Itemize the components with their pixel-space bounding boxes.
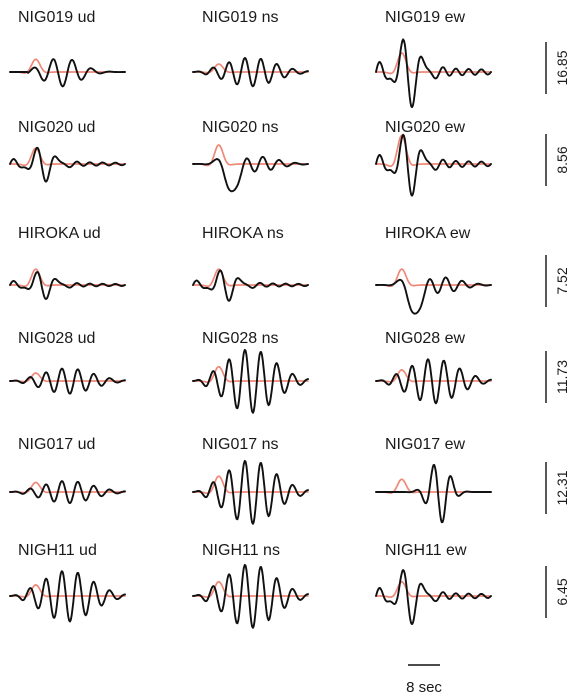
observed-trace xyxy=(9,570,126,623)
waveform-panel: NIG017 ns xyxy=(192,436,309,525)
synthetic-trace xyxy=(375,478,492,494)
observed-trace xyxy=(9,367,126,395)
synthetic-trace xyxy=(9,268,126,288)
waveform-panel: HIROKA ns xyxy=(192,225,309,302)
panel-label: NIG028 ew xyxy=(385,330,465,347)
station-row-nigh11: NIGH11 ud NIGH11 ns NIGH11 ew 6.45 xyxy=(9,542,570,629)
waveform-panel: NIGH11 ud xyxy=(9,542,126,623)
waveform-panel: HIROKA ew xyxy=(375,225,492,315)
panel-label: NIG017 ns xyxy=(202,436,278,453)
synthetic-trace xyxy=(192,268,309,288)
panel-label: NIG028 ns xyxy=(202,330,278,347)
amplitude-scale-label: 7.52 xyxy=(554,267,570,294)
observed-trace xyxy=(9,146,126,183)
panel-label: NIG019 ew xyxy=(385,9,465,26)
waveform-panel: NIG020 ud xyxy=(9,119,126,183)
panel-label: NIGH11 ns xyxy=(202,542,280,559)
waveform-grid: NIG019 ud NIG019 ns NIG019 ew 16.85 NIG020 u… xyxy=(9,9,570,629)
observed-trace xyxy=(375,358,492,405)
panel-label: NIG017 ew xyxy=(385,436,465,453)
panel-label: NIG020 ew xyxy=(385,119,465,136)
station-row-nig019: NIG019 ud NIG019 ns NIG019 ew 16.85 xyxy=(9,9,570,109)
waveform-panel: NIG020 ew xyxy=(375,119,492,197)
panel-label: NIG028 ud xyxy=(18,330,95,347)
waveform-panel: NIG028 ew xyxy=(375,330,492,405)
synthetic-trace xyxy=(9,147,126,167)
waveform-panel: NIG017 ew xyxy=(375,436,492,524)
waveform-panel: NIG017 ud xyxy=(9,436,126,505)
observed-trace xyxy=(375,133,492,197)
observed-trace xyxy=(375,464,492,524)
waveform-panel: NIG028 ud xyxy=(9,330,126,395)
waveform-panel: NIG019 ew xyxy=(375,9,492,109)
observed-trace xyxy=(192,459,309,525)
panel-label: NIG019 ns xyxy=(202,9,278,26)
panel-label: NIG017 ud xyxy=(18,436,95,453)
waveform-panel: NIGH11 ns xyxy=(192,542,309,629)
panel-label: NIG020 ns xyxy=(202,119,278,136)
observed-trace xyxy=(9,480,126,505)
synthetic-trace xyxy=(375,580,492,598)
waveform-panel: HIROKA ud xyxy=(9,225,126,300)
waveform-panel: NIG020 ns xyxy=(192,119,309,193)
observed-trace xyxy=(192,155,309,193)
amplitude-scale-label: 12.31 xyxy=(554,470,570,505)
time-scale-bar: 8 sec xyxy=(406,664,442,696)
synthetic-trace xyxy=(375,134,492,168)
amplitude-scale-label: 16.85 xyxy=(554,50,570,85)
station-row-hiroka: HIROKA ud HIROKA ns HIROKA ew 7.52 xyxy=(9,225,570,315)
panel-label: HIROKA ns xyxy=(202,225,284,242)
panel-label: NIG019 ud xyxy=(18,9,95,26)
synthetic-trace xyxy=(375,52,492,75)
panel-label: HIROKA ew xyxy=(385,225,471,242)
station-row-nig020: NIG020 ud NIG020 ns NIG020 ew 8.56 xyxy=(9,119,570,197)
waveform-panel: NIGH11 ew xyxy=(375,542,492,626)
station-row-nig017: NIG017 ud NIG017 ns NIG017 ew 12.31 xyxy=(9,436,570,525)
waveform-panel: NIG019 ns xyxy=(192,9,309,88)
time-scale-label: 8 sec xyxy=(406,679,442,696)
observed-trace xyxy=(192,269,309,302)
panel-label: HIROKA ud xyxy=(18,225,101,242)
observed-trace xyxy=(192,57,309,88)
observed-trace xyxy=(375,38,492,109)
observed-trace xyxy=(9,58,126,88)
waveform-panel: NIG019 ud xyxy=(9,9,126,88)
station-row-nig028: NIG028 ud NIG028 ns NIG028 ew 11.73 xyxy=(9,330,570,414)
panel-label: NIGH11 ud xyxy=(18,542,97,559)
panel-label: NIG020 ud xyxy=(18,119,95,136)
amplitude-scale-label: 11.73 xyxy=(554,360,570,394)
panel-label: NIGH11 ew xyxy=(385,542,467,559)
observed-trace xyxy=(192,348,309,414)
amplitude-scale-label: 6.45 xyxy=(554,578,570,605)
observed-trace xyxy=(375,569,492,626)
observed-trace xyxy=(9,271,126,300)
waveform-panel: NIG028 ns xyxy=(192,330,309,414)
observed-trace xyxy=(192,563,309,629)
observed-trace xyxy=(375,276,492,315)
amplitude-scale-label: 8.56 xyxy=(554,146,570,173)
